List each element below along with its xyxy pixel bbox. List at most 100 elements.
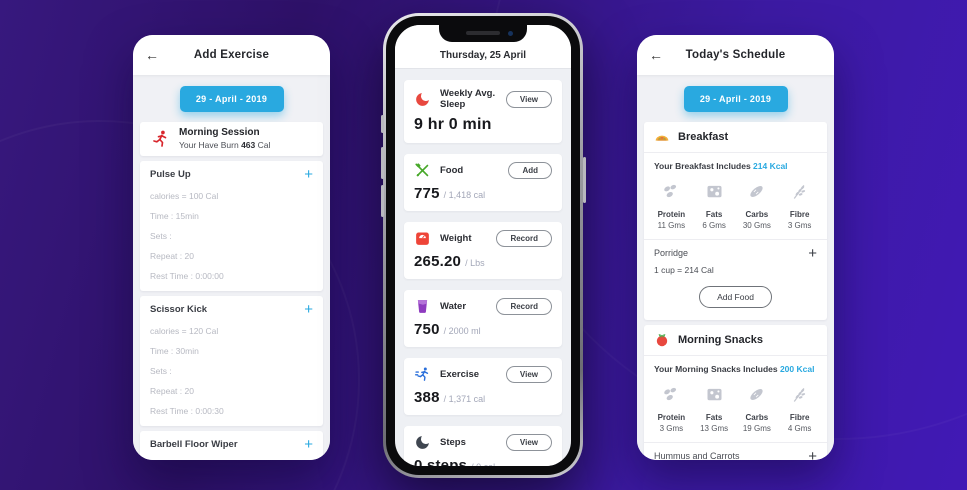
baguette-icon: [750, 186, 764, 197]
morning-snacks-card: Morning Snacks Your Morning Snacks Inclu…: [644, 325, 827, 460]
add-exercise-plus-button[interactable]: +: [304, 436, 313, 453]
meal-kcal-value: 200 Kcal: [779, 364, 815, 374]
sleep-card: Weekly Avg. Sleep View 9 hr 0 min: [404, 80, 562, 143]
volume-down-button: [380, 185, 384, 217]
page-title: Today's Schedule: [685, 49, 786, 61]
meal-includes: Your Breakfast Includes 214 Kcal: [654, 161, 788, 171]
add-exercise-plus-button[interactable]: +: [304, 301, 313, 318]
date-header: Thursday, 25 April: [439, 50, 527, 61]
view-button[interactable]: View: [505, 434, 552, 451]
stat-goal: / 2000 ml: [443, 326, 481, 336]
exercise-sets: Sets :: [150, 231, 172, 241]
exercise-name: Barbell Floor Wiper: [150, 439, 238, 450]
dashboard-screen: Thursday, 25 April Weekly Avg. Sleep Vie…: [395, 25, 571, 466]
weight-card: Weight Record 265.20/ Lbs: [404, 222, 562, 279]
steps-card: Steps View 0 steps/ 0 cal: [404, 426, 562, 466]
nutrient-protein: Protein 3 Gms: [650, 384, 693, 433]
food-card: Food Add 775/ 1,418 cal: [404, 154, 562, 211]
back-arrow-icon[interactable]: ←: [145, 47, 159, 63]
session-text: Morning Session Your Have Burn 463 Cal: [179, 127, 270, 150]
mute-switch: [380, 115, 384, 133]
page-title: Add Exercise: [193, 49, 270, 61]
burn-calories-value: 463: [241, 139, 256, 150]
add-exercise-header: ← Add Exercise: [133, 35, 330, 75]
nutrient-fats: Fats 6 Gms: [693, 181, 736, 230]
exercise-item-barbell-floor-wiper: Barbell Floor Wiper + calories = 153 Cal…: [140, 431, 323, 460]
water-glass-purple-icon: [417, 300, 428, 313]
todays-schedule-screen: ← Today's Schedule 29 - April - 2019 Bre…: [637, 35, 834, 460]
exercise-item-scissor-kick: Scissor Kick + calories = 120 Cal Time :…: [140, 296, 323, 426]
add-exercise-plus-button[interactable]: +: [304, 166, 313, 183]
volume-up-button: [380, 147, 384, 179]
breakfast-card: Breakfast Your Breakfast Includes 214 Kc…: [644, 122, 827, 320]
cheese-icon: [707, 388, 722, 401]
stat-label: Exercise: [440, 369, 480, 380]
stat-value: 750/ 2000 ml: [414, 321, 481, 338]
add-button[interactable]: Add: [508, 162, 552, 179]
cutlery-green-icon: [415, 163, 429, 177]
dashboard-phone-frame: Thursday, 25 April Weekly Avg. Sleep Vie…: [380, 13, 586, 478]
meal-name: Morning Snacks: [678, 334, 763, 346]
meal-name: Breakfast: [678, 131, 729, 143]
wheat-icon: [793, 388, 806, 402]
speaker-slot: [466, 31, 500, 35]
front-camera: [508, 30, 513, 36]
moon-dark-icon: [416, 436, 429, 449]
nutrient-carbs: Carbs 19 Gms: [736, 384, 779, 433]
exercise-sets: Sets :: [150, 366, 172, 376]
add-food-button[interactable]: Add Food: [699, 286, 772, 308]
baguette-icon: [750, 389, 764, 400]
exercise-item-pulse-up: Pulse Up + calories = 100 Cal Time : 15m…: [140, 161, 323, 291]
schedule-header: ← Today's Schedule: [637, 35, 834, 75]
stat-goal: / 1,418 cal: [443, 190, 486, 200]
stat-label: Steps: [440, 437, 466, 448]
session-title: Morning Session: [179, 127, 260, 139]
nutrient-carbs: Carbs 30 Gms: [736, 181, 779, 230]
stat-label: Water: [440, 301, 467, 312]
add-exercise-body: 29 - April - 2019 Morning Session Your H…: [133, 75, 330, 460]
nutrient-fibre: Fibre 4 Gms: [778, 384, 821, 433]
protein-beans-icon: [664, 184, 676, 198]
date-selector-button[interactable]: 29 - April - 2019: [683, 86, 788, 112]
tomato-icon: [656, 334, 668, 347]
stat-label: Weight: [440, 233, 472, 244]
stat-label: Weekly Avg. Sleep: [440, 88, 496, 110]
stat-goal: / 0 cal: [471, 462, 495, 466]
protein-beans-icon: [664, 387, 676, 401]
exercise-time: Time : 30min: [150, 346, 199, 356]
exercise-calories: calories = 120 Cal: [150, 326, 219, 336]
moon-red-icon: [416, 92, 429, 106]
phone-notch: [439, 25, 527, 42]
add-exercise-screen: ← Add Exercise 29 - April - 2019 Morning…: [133, 35, 330, 460]
back-arrow-icon[interactable]: ←: [649, 47, 663, 63]
nutrients-row: Protein 3 Gms Fats 13 Gms: [644, 376, 827, 443]
food-name: Hummus and Carrots: [654, 451, 740, 460]
date-selector-button[interactable]: 29 - April - 2019: [179, 86, 284, 112]
stat-value: 0 steps/ 0 cal: [414, 457, 552, 466]
meal-kcal-value: 214 Kcal: [753, 161, 788, 171]
runner-red-icon: [153, 130, 167, 147]
exercise-name: Scissor Kick: [150, 304, 208, 315]
record-button[interactable]: Record: [496, 230, 552, 247]
stat-value: 265.20/ Lbs: [414, 253, 485, 270]
nutrient-fibre: Fibre 3 Gms: [778, 181, 821, 230]
exercise-card: Exercise View 388/ 1,371 cal: [404, 358, 562, 415]
record-button[interactable]: Record: [496, 298, 552, 315]
view-button[interactable]: View: [505, 90, 552, 108]
food-serving: 1 cup = 214 Cal: [654, 265, 714, 275]
scale-red-icon: [416, 232, 429, 245]
runner-blue-icon: [414, 367, 429, 381]
nutrients-row: Protein 11 Gms Fats 6 Gms: [644, 173, 827, 240]
meal-includes: Your Morning Snacks Includes 200 Kcal: [654, 364, 815, 374]
add-food-plus-button[interactable]: +: [808, 448, 817, 460]
taco-icon: [655, 135, 669, 141]
add-food-plus-button[interactable]: +: [808, 245, 817, 262]
view-button[interactable]: View: [505, 366, 552, 383]
morning-session-card: Morning Session Your Have Burn 463 Cal: [140, 122, 323, 156]
power-button: [582, 157, 586, 203]
exercise-calories: calories = 100 Cal: [150, 191, 219, 201]
stat-label: Food: [440, 165, 464, 176]
exercise-rest-time: Rest Time : 0:00:30: [150, 406, 224, 416]
stat-value: 9 hr 0 min: [414, 116, 492, 133]
exercise-repeat: Repeat : 20: [150, 251, 194, 261]
